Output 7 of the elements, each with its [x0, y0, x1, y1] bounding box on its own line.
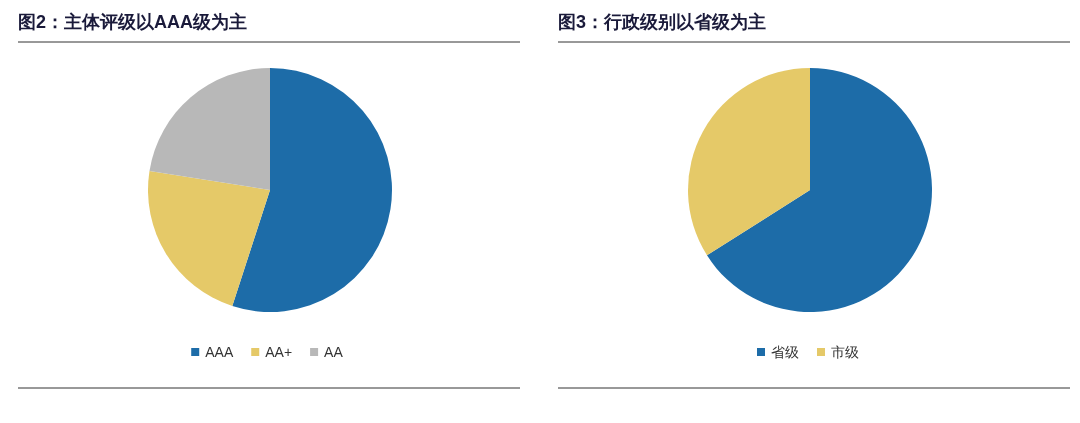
legend-label: AA	[324, 344, 344, 360]
legend-label: 省级	[771, 344, 799, 360]
legend-label: AAA	[205, 344, 234, 360]
legend-label: AA+	[265, 344, 293, 360]
chart-title: 图2：主体评级以AAA级为主	[18, 12, 248, 32]
legend-label: 市级	[831, 344, 859, 360]
chart-title: 图3：行政级别以省级为主	[558, 12, 767, 32]
